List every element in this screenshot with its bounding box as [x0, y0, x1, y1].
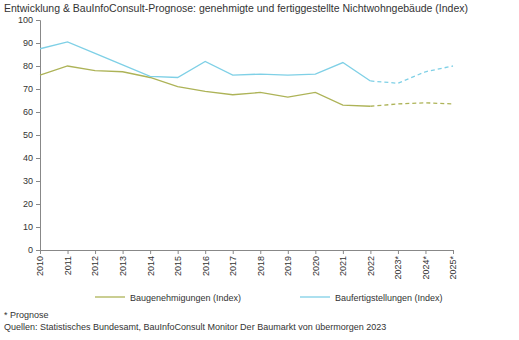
- y-tick-label: 20: [23, 199, 33, 209]
- x-tick-mark: [205, 250, 206, 254]
- x-tick-mark: [398, 250, 399, 254]
- y-tick-mark: [36, 89, 40, 90]
- y-tick: 20: [23, 199, 40, 209]
- x-tick-mark: [123, 250, 124, 254]
- x-tick: 2015: [173, 250, 183, 276]
- x-tick-mark: [453, 250, 454, 254]
- y-tick-label: 70: [23, 84, 33, 94]
- annotation: * Prognose: [4, 310, 49, 320]
- y-tick: 40: [23, 153, 40, 163]
- legend-label: Baugenehmigungen (Index): [130, 293, 241, 303]
- x-tick-label: 2021: [338, 256, 348, 276]
- x-tick-mark: [425, 250, 426, 254]
- y-tick-label: 100: [18, 15, 33, 25]
- x-tick-label: 2011: [63, 256, 73, 275]
- x-tick: 2013: [118, 250, 128, 276]
- y-axis-line: [36, 21, 41, 251]
- x-tick-mark: [370, 250, 371, 254]
- x-tick-label: 2012: [90, 256, 100, 276]
- y-tick: 10: [23, 222, 40, 232]
- y-tick: 100: [18, 15, 40, 25]
- x-tick-mark: [288, 250, 289, 254]
- y-tick-label: 0: [28, 245, 33, 255]
- x-tick-mark: [343, 250, 344, 254]
- y-axis: 0 10 20 30 40 50 60 70 80 90 100: [18, 15, 41, 255]
- x-tick-label: 2010: [35, 256, 45, 276]
- x-tick: 2014: [146, 250, 156, 276]
- x-tick: 2020: [311, 250, 321, 276]
- y-tick-label: 80: [23, 61, 33, 71]
- x-tick: 2019: [283, 250, 293, 276]
- x-tick: 2011: [63, 250, 73, 275]
- x-tick-label: 2020: [311, 256, 321, 276]
- x-tick: 2012: [90, 250, 100, 276]
- y-tick-label: 50: [23, 130, 33, 140]
- x-tick-label: 2019: [283, 256, 293, 276]
- x-tick: 2022: [366, 250, 376, 276]
- x-tick-label: 2018: [256, 256, 266, 276]
- y-tick: 70: [23, 84, 40, 94]
- x-tick-mark: [68, 250, 69, 254]
- x-tick: 2021: [338, 250, 348, 276]
- annotation: Quellen: Statistisches Bundesamt, BauInf…: [4, 322, 386, 332]
- y-tick-label: 10: [23, 222, 33, 232]
- y-tick-mark: [36, 158, 40, 159]
- plot: 0102030405060708090100201020112012201320…: [18, 15, 458, 279]
- y-tick-mark: [36, 250, 40, 251]
- x-tick-label: 2023*: [393, 256, 403, 280]
- x-tick: 2024*: [421, 250, 431, 280]
- legend-label: Baufertigstellungen (Index): [335, 293, 443, 303]
- x-tick-mark: [40, 250, 41, 254]
- x-tick-label: 2017: [228, 256, 238, 276]
- y-tick-label: 90: [23, 38, 33, 48]
- x-tick-label: 2022: [366, 256, 376, 276]
- x-tick: 2017: [228, 250, 238, 276]
- legend: Baugenehmigungen (Index) Baufertigstellun…: [95, 293, 443, 303]
- y-tick-mark: [36, 66, 40, 67]
- y-tick-mark: [36, 227, 40, 228]
- x-axis-line: [41, 251, 454, 255]
- chart: Entwicklung & BauInfoConsult-Prognose: g…: [0, 0, 519, 340]
- y-tick: 60: [23, 107, 40, 117]
- y-tick: 30: [23, 176, 40, 186]
- y-tick: 80: [23, 61, 40, 71]
- x-tick-label: 2013: [118, 256, 128, 276]
- x-tick-mark: [233, 250, 234, 254]
- y-tick-label: 40: [23, 153, 33, 163]
- x-tick-label: 2024*: [421, 256, 431, 280]
- lines: [40, 42, 453, 106]
- legend-swatch: [300, 296, 330, 297]
- y-tick-label: 60: [23, 107, 33, 117]
- y-tick: 0: [28, 245, 40, 255]
- forecast-line: [370, 103, 453, 106]
- x-tick-mark: [95, 250, 96, 254]
- y-tick: 50: [23, 130, 40, 140]
- forecast-line: [370, 66, 453, 83]
- x-tick-mark: [260, 250, 261, 254]
- x-tick: 2018: [256, 250, 266, 276]
- y-tick-label: 30: [23, 176, 33, 186]
- y-tick-mark: [36, 20, 40, 21]
- x-tick-mark: [150, 250, 151, 254]
- x-tick-label: 2015: [173, 256, 183, 276]
- title: Entwicklung & BauInfoConsult-Prognose: g…: [4, 2, 468, 14]
- y-tick-mark: [36, 181, 40, 182]
- x-tick: 2025*: [448, 250, 458, 280]
- y-tick: 90: [23, 38, 40, 48]
- x-tick-label: 2025*: [448, 256, 458, 280]
- y-tick-mark: [36, 135, 40, 136]
- x-tick: 2023*: [393, 250, 403, 280]
- y-tick-mark: [36, 204, 40, 205]
- legend-swatch: [95, 296, 125, 297]
- x-tick: 2010: [35, 250, 45, 276]
- x-tick-label: 2016: [201, 256, 211, 276]
- y-tick-mark: [36, 112, 40, 113]
- x-tick-mark: [315, 250, 316, 254]
- series-line: [40, 42, 370, 81]
- x-tick: 2016: [201, 250, 211, 276]
- x-tick-mark: [178, 250, 179, 254]
- y-tick-mark: [36, 43, 40, 44]
- x-tick-label: 2014: [146, 256, 156, 276]
- x-axis: 2010 2011 2012 2013 2014 2015 2016 2017 2018 2019…: [35, 250, 458, 280]
